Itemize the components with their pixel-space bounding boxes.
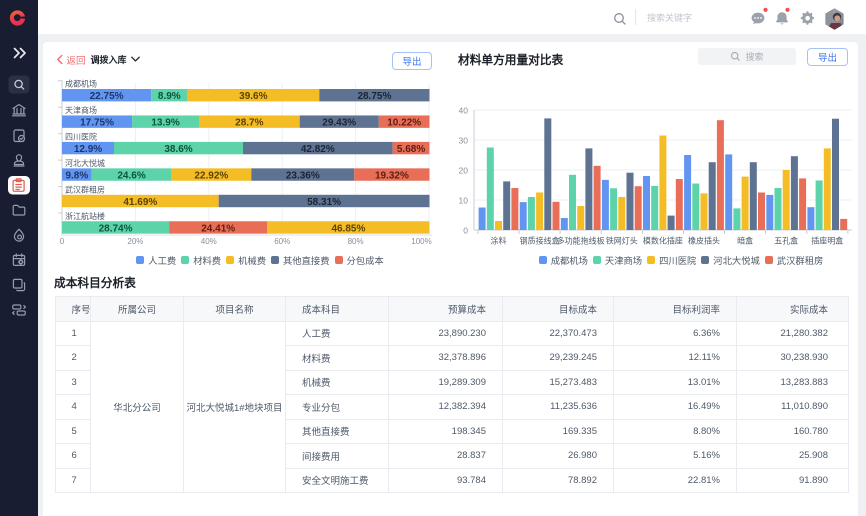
svg-text:23.36%: 23.36% xyxy=(286,171,320,182)
svg-text:46.85%: 46.85% xyxy=(331,223,365,234)
svg-text:39.6%: 39.6% xyxy=(239,91,267,102)
svg-text:浙江航站楼: 浙江航站楼 xyxy=(65,211,105,221)
svg-text:5.68%: 5.68% xyxy=(397,144,425,155)
svg-text:五孔盒: 五孔盒 xyxy=(774,236,798,246)
svg-text:20%: 20% xyxy=(127,237,143,246)
svg-text:河北大悦城: 河北大悦城 xyxy=(65,158,105,168)
svg-text:100%: 100% xyxy=(411,237,431,246)
svg-text:插座明盒: 插座明盒 xyxy=(811,236,843,246)
svg-text:40: 40 xyxy=(459,106,469,116)
svg-text:0: 0 xyxy=(463,226,468,236)
svg-text:38.6%: 38.6% xyxy=(164,144,192,155)
svg-text:58.31%: 58.31% xyxy=(307,197,341,208)
svg-text:17.75%: 17.75% xyxy=(80,118,114,129)
svg-text:10.22%: 10.22% xyxy=(387,118,421,129)
svg-text:60%: 60% xyxy=(274,237,290,246)
svg-text:涂料: 涂料 xyxy=(491,236,507,246)
svg-text:42.82%: 42.82% xyxy=(301,144,335,155)
svg-text:暗盒: 暗盒 xyxy=(737,236,753,246)
svg-text:40%: 40% xyxy=(201,237,217,246)
svg-text:24.41%: 24.41% xyxy=(201,223,235,234)
svg-text:多功能拖线板: 多功能拖线板 xyxy=(557,236,605,246)
svg-text:10: 10 xyxy=(459,196,469,206)
svg-text:钢质接线盒: 钢质接线盒 xyxy=(520,236,560,246)
svg-text:铁网灯头: 铁网灯头 xyxy=(606,236,638,246)
svg-text:成都机场: 成都机场 xyxy=(65,79,97,89)
svg-text:41.69%: 41.69% xyxy=(123,197,157,208)
svg-text:28.74%: 28.74% xyxy=(99,223,133,234)
svg-text:四川医院: 四川医院 xyxy=(65,132,97,142)
svg-text:24.6%: 24.6% xyxy=(117,171,145,182)
svg-text:22.92%: 22.92% xyxy=(194,171,228,182)
svg-text:80%: 80% xyxy=(348,237,364,246)
svg-text:19.32%: 19.32% xyxy=(375,171,409,182)
svg-text:20: 20 xyxy=(459,166,469,176)
svg-text:22.75%: 22.75% xyxy=(90,91,124,102)
svg-text:天津商场: 天津商场 xyxy=(65,105,97,115)
svg-text:模数化插座: 模数化插座 xyxy=(643,236,683,246)
svg-text:9.8%: 9.8% xyxy=(65,171,88,182)
svg-text:29.43%: 29.43% xyxy=(322,118,356,129)
svg-text:13.9%: 13.9% xyxy=(151,118,179,129)
svg-text:12.9%: 12.9% xyxy=(74,144,102,155)
svg-text:橡皮插头: 橡皮插头 xyxy=(688,236,720,246)
svg-text:30: 30 xyxy=(459,136,469,146)
svg-text:搜索关键字: 搜索关键字 xyxy=(647,12,692,23)
svg-text:8.9%: 8.9% xyxy=(158,91,181,102)
svg-text:武汉群租房: 武汉群租房 xyxy=(65,184,105,194)
svg-text:28.75%: 28.75% xyxy=(357,91,391,102)
svg-text:28.7%: 28.7% xyxy=(235,118,263,129)
svg-text:0: 0 xyxy=(60,237,65,246)
